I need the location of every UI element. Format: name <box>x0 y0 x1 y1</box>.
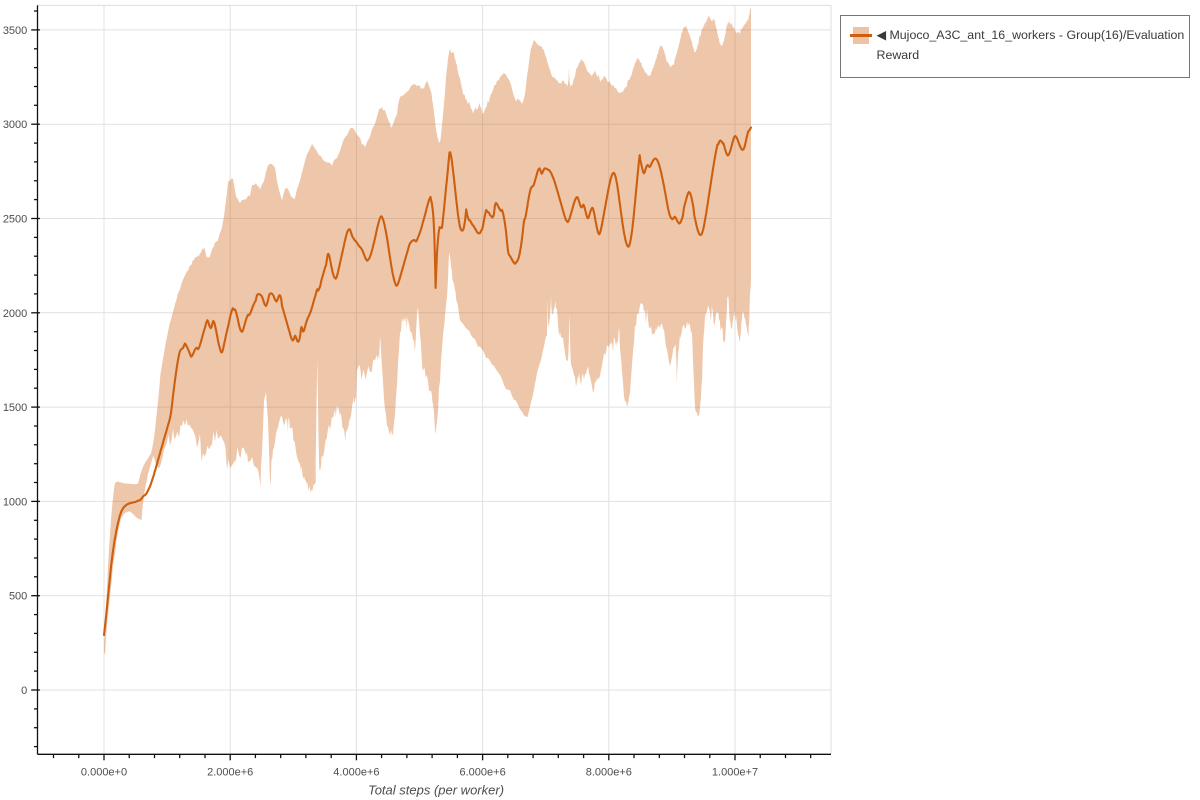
svg-text:Total steps (per worker): Total steps (per worker) <box>368 783 504 798</box>
svg-text:2500: 2500 <box>3 214 27 226</box>
svg-text:6.000e+6: 6.000e+6 <box>460 767 506 779</box>
svg-text:1000: 1000 <box>3 496 27 508</box>
svg-text:1.000e+7: 1.000e+7 <box>712 767 758 779</box>
svg-text:0.000e+0: 0.000e+0 <box>81 767 127 779</box>
svg-text:500: 500 <box>9 591 27 603</box>
svg-text:3500: 3500 <box>3 25 27 37</box>
svg-text:3000: 3000 <box>3 119 27 131</box>
svg-text:1500: 1500 <box>3 402 27 414</box>
svg-text:2.000e+6: 2.000e+6 <box>207 767 253 779</box>
svg-text:8.000e+6: 8.000e+6 <box>586 767 632 779</box>
svg-text:4.000e+6: 4.000e+6 <box>333 767 379 779</box>
svg-text:2000: 2000 <box>3 308 27 320</box>
svg-text:0: 0 <box>21 685 27 697</box>
